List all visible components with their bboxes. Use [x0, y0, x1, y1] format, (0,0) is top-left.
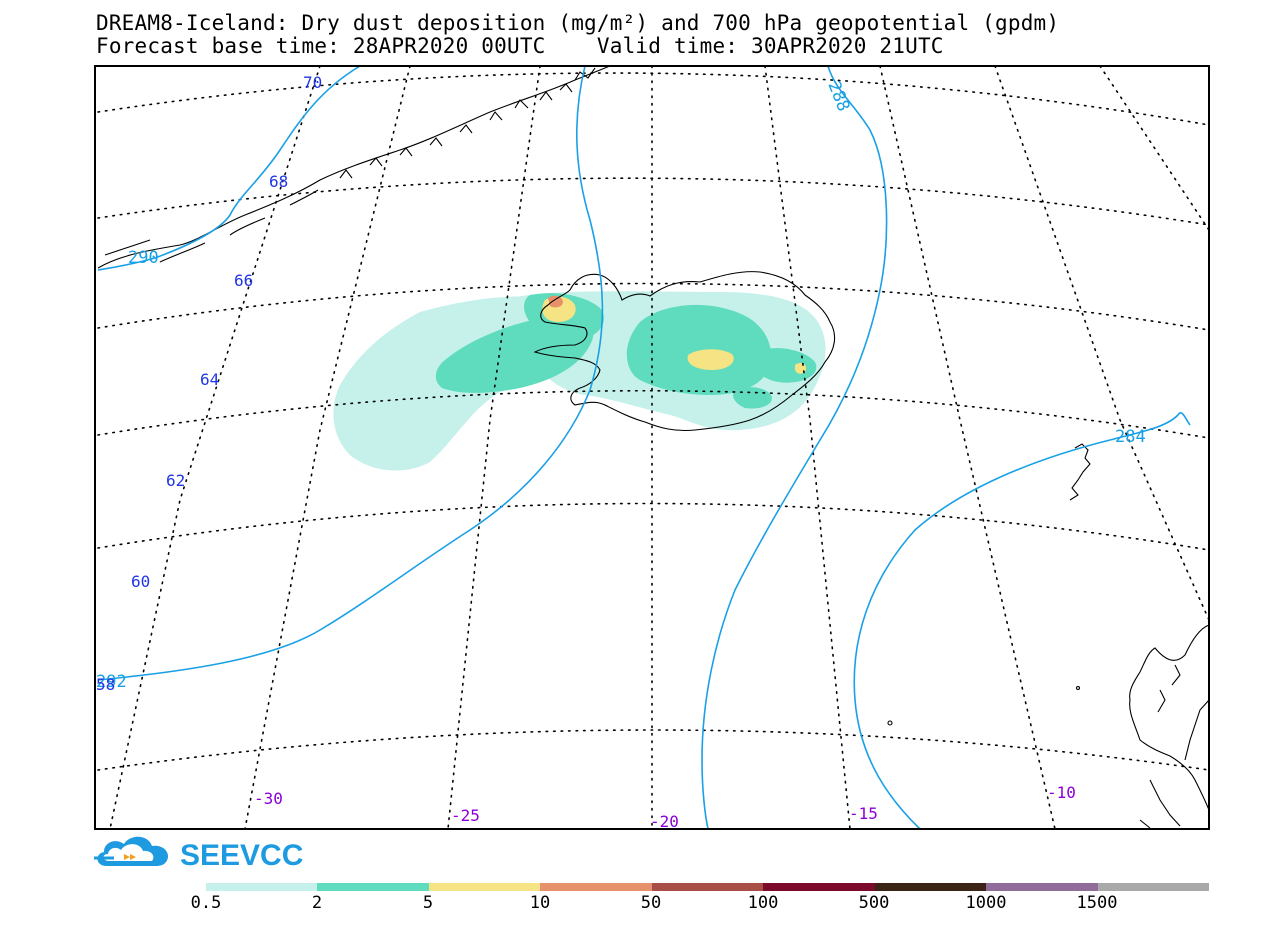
seevccc-logo: SEEVCCC [94, 832, 325, 872]
geopotential-contours [97, 66, 1191, 829]
colorbar-swatch [540, 883, 652, 891]
colorbar-swatch [206, 883, 318, 891]
colorbar-tick-label: 1500 [1076, 893, 1118, 913]
colorbar-swatch [874, 883, 987, 891]
colorbar-tick-label: 100 [747, 893, 779, 913]
colorbar-tick-label: 2 [311, 893, 323, 913]
colorbar-tick-label: 1000 [965, 893, 1007, 913]
latitude-label: 66 [234, 271, 253, 290]
latitude-label: 60 [131, 572, 150, 591]
colorbar-labels: 0.5 2 5 10 50 100 500 1000 1500 [0, 893, 1271, 913]
chart-title-line2: Forecast base time: 28APR2020 00UTC Vali… [96, 34, 944, 58]
map-frame [94, 65, 1210, 830]
longitude-label: -20 [650, 812, 679, 831]
latitude-label: 70 [303, 73, 322, 92]
logo-text: SEEVCCC [180, 839, 304, 872]
lat-lon-grid [97, 66, 1209, 829]
colorbar-swatch [428, 883, 541, 891]
dust-deposition-shading [333, 291, 826, 471]
colorbar-tick-label: 10 [529, 893, 551, 913]
longitude-label: -15 [849, 804, 878, 823]
colorbar [206, 883, 1209, 891]
longitude-label: -25 [451, 806, 480, 825]
colorbar-swatch [651, 883, 764, 891]
cloud-arrow-icon: SEEVCCC [94, 836, 325, 872]
colorbar-tick-label: 5 [422, 893, 434, 913]
contour-label: 288 [823, 78, 853, 114]
colorbar-swatch [317, 883, 429, 891]
latitude-label: 62 [166, 471, 185, 490]
latitude-label: 64 [200, 370, 219, 389]
contour-label: 290 [128, 248, 159, 268]
latitude-label: 58 [96, 675, 115, 694]
chart-title-line1: DREAM8-Iceland: Dry dust deposition (mg/… [96, 11, 1060, 35]
colorbar-tick-label: 50 [640, 893, 662, 913]
colorbar-tick-label: 500 [858, 893, 890, 913]
longitude-label: -10 [1047, 783, 1076, 802]
contour-label: 292 [96, 672, 127, 692]
coastline [97, 66, 1209, 829]
colorbar-tick-label: 0.5 [190, 893, 222, 913]
contour-label: 284 [1115, 427, 1146, 447]
latitude-label: 68 [269, 172, 288, 191]
longitude-label: -30 [254, 789, 283, 808]
colorbar-swatch [763, 883, 875, 891]
colorbar-swatch [1097, 883, 1209, 891]
colorbar-swatch [986, 883, 1098, 891]
